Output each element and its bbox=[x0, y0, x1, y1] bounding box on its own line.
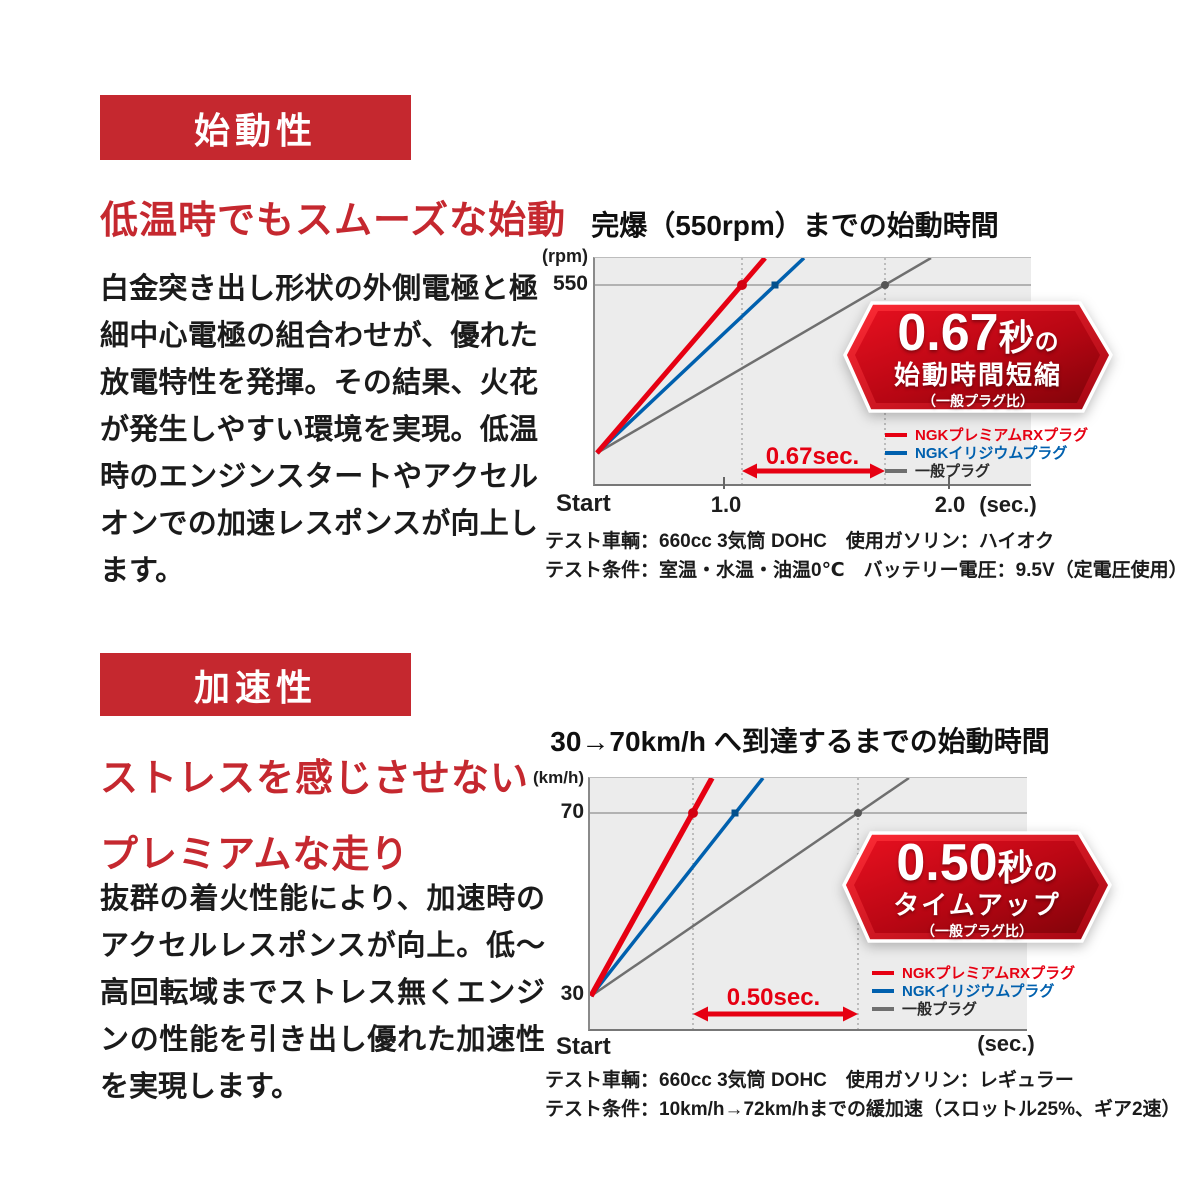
blue-line-swatch-icon bbox=[872, 988, 894, 993]
chart1-standard-plug-line bbox=[596, 256, 932, 455]
hexagon-badge-icon bbox=[842, 831, 1112, 943]
chart1-test-notes: テスト車輌：660cc 3気筒 DOHC 使用ガソリン：ハイオク テスト条件：室… bbox=[545, 527, 1188, 585]
chart1-legend-iridium: NGKイリジウムプラグ bbox=[885, 445, 1088, 462]
chart1-iridium-plug-line bbox=[595, 256, 806, 455]
blue-line-swatch-icon bbox=[885, 450, 907, 455]
section1-category-label: 始動性 bbox=[193, 109, 317, 151]
chart1-title: 完爆（550rpm）までの始動時間 bbox=[591, 210, 999, 241]
chart1-premium-marker bbox=[737, 280, 747, 290]
section2-heading-line1: ストレスを感じさせない bbox=[100, 758, 530, 800]
chart1-x-tick-2: 2.0 bbox=[934, 492, 966, 517]
section1-heading: 低温時でもスムーズな始動 bbox=[100, 200, 567, 242]
chart2-y-tick-70: 70 bbox=[560, 800, 584, 823]
chart2-delta-arrow bbox=[693, 1006, 858, 1022]
chart2-arrow-label: 0.50sec. bbox=[726, 984, 821, 1011]
callout-label: 始動時間短縮 bbox=[893, 359, 1062, 390]
chart1-axis-tick-2 bbox=[948, 477, 950, 489]
section2-body-text: 抜群の着火性能により、加速時のアクセルレスポンスが向上。低～高回転域までストレス… bbox=[100, 883, 545, 1103]
chart2-iridium-marker bbox=[731, 809, 739, 817]
chart2-title: 30→70km/h へ到達するまでの始動時間 bbox=[550, 726, 1050, 757]
callout-particle: の bbox=[1033, 858, 1058, 886]
chart1-y-tick-550: 550 bbox=[552, 272, 588, 295]
chart1-iridium-marker bbox=[771, 281, 779, 289]
hexagon-badge-icon bbox=[843, 301, 1113, 413]
chart1-x-start-label: Start bbox=[556, 490, 611, 517]
chart2-standard-marker bbox=[854, 809, 862, 817]
callout-value: 0.50 bbox=[896, 833, 998, 892]
chart2-x-start-label: Start bbox=[556, 1033, 611, 1060]
chart1-standard-marker bbox=[881, 281, 889, 289]
chart2-callout-text: 0.50 秒の タイムアップ （一般プラグ比） bbox=[842, 831, 1112, 943]
callout-note: （一般プラグ比） bbox=[921, 922, 1033, 939]
callout-unit: 秒 bbox=[998, 316, 1035, 358]
section1-body-text: 白金突き出し形状の外側電極と極細中心電極の組合わせが、優れた放電特性を発揮。その… bbox=[100, 273, 538, 587]
chart2-legend: NGKプレミアムRXプラグ NGKイリジウムプラグ 一般プラグ bbox=[872, 965, 1075, 1018]
chart2-callout-badge: 0.50 秒の タイムアップ （一般プラグ比） bbox=[842, 831, 1112, 943]
chart2-y-unit: (km/h) bbox=[533, 768, 584, 787]
chart2-note-conditions: テスト条件：10km/h→72km/hまでの緩加速（スロットル25%、ギア2速） bbox=[545, 1099, 1181, 1120]
chart1-premium-rx-line bbox=[595, 256, 767, 455]
callout-unit: 秒 bbox=[997, 846, 1034, 888]
red-line-swatch-icon bbox=[885, 432, 907, 437]
chart2-x-unit: (sec.) bbox=[977, 1031, 1035, 1056]
chart1-legend-premium: NGKプレミアムRXプラグ bbox=[885, 427, 1088, 444]
chart1-axis-tick-1 bbox=[723, 477, 725, 489]
chart1-arrow-label: 0.67sec. bbox=[765, 443, 860, 470]
section1-category-badge: 始動性 bbox=[100, 95, 411, 160]
chart1-legend: NGKプレミアムRXプラグ NGKイリジウムプラグ 一般プラグ bbox=[885, 427, 1088, 480]
chart2-graphic bbox=[588, 776, 1027, 1029]
chart2-legend-iridium: NGKイリジウムプラグ bbox=[872, 983, 1075, 1000]
callout-particle: の bbox=[1034, 328, 1059, 356]
chart2-legend-premium: NGKプレミアムRXプラグ bbox=[872, 965, 1075, 982]
section2-heading-line2: プレミアムな走り bbox=[100, 834, 410, 876]
chart1-delta-arrow bbox=[742, 463, 885, 479]
chart2-test-notes: テスト車輌：660cc 3気筒 DOHC 使用ガソリン：レギュラー テスト条件：… bbox=[545, 1066, 1181, 1124]
gray-line-swatch-icon bbox=[872, 1006, 894, 1011]
section2-category-label: 加速性 bbox=[193, 666, 317, 708]
chart2-y-tick-30: 30 bbox=[560, 982, 584, 1005]
chart1-callout-text: 0.67 秒の 始動時間短縮 （一般プラグ比） bbox=[843, 301, 1113, 413]
section2-category-badge: 加速性 bbox=[100, 653, 411, 716]
chart2-legend-standard: 一般プラグ bbox=[872, 1001, 1075, 1018]
gray-line-swatch-icon bbox=[885, 468, 907, 473]
chart1-graphic bbox=[595, 256, 1031, 484]
chart1-legend-standard: 一般プラグ bbox=[885, 463, 1088, 480]
callout-note: （一般プラグ比） bbox=[922, 392, 1034, 409]
chart1-x-tick-1: 1.0 bbox=[710, 492, 742, 517]
chart1-y-unit: (rpm) bbox=[542, 246, 588, 266]
chart2-premium-marker bbox=[688, 808, 698, 818]
callout-label: タイムアップ bbox=[893, 889, 1061, 920]
red-line-swatch-icon bbox=[872, 970, 894, 975]
chart1-note-vehicle: テスト車輌：660cc 3気筒 DOHC 使用ガソリン：ハイオク bbox=[545, 531, 1055, 552]
chart2-note-vehicle: テスト車輌：660cc 3気筒 DOHC 使用ガソリン：レギュラー bbox=[545, 1070, 1074, 1091]
callout-value: 0.67 bbox=[897, 303, 999, 362]
chart1-note-conditions: テスト条件：室温・水温・油温0℃ バッテリー電圧：9.5V（定電圧使用） bbox=[545, 560, 1188, 581]
chart1-callout-badge: 0.67 秒の 始動時間短縮 （一般プラグ比） bbox=[843, 301, 1113, 413]
chart1-x-unit: (sec.) bbox=[979, 492, 1037, 517]
